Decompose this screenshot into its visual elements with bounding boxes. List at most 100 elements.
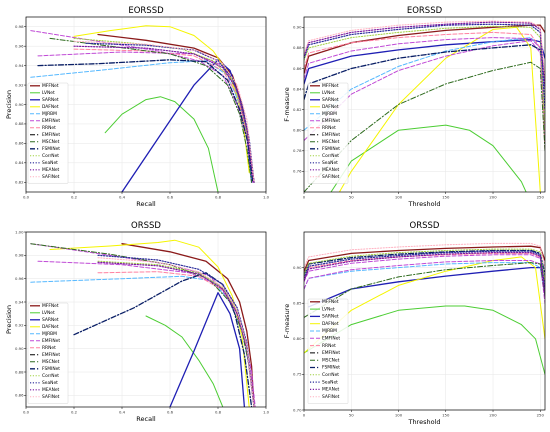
series-line-dafnet-3 xyxy=(338,26,541,192)
series-line-emfinet-7 xyxy=(304,254,545,290)
y-tick-label: 0.82 xyxy=(293,107,302,112)
series-line-emfinet-5 xyxy=(37,260,256,407)
x-tick-label: 0.2 xyxy=(71,410,78,415)
chart-panel-2: 0 50 100 150 200 250 0.76 0.78 0.80 0.82 0.84 0.86 0… xyxy=(283,6,546,208)
legend-label: EMFINet xyxy=(42,132,60,138)
y-axis-label: F-measure xyxy=(283,87,291,121)
legend-box xyxy=(27,82,69,184)
legend-label: FSMINet xyxy=(322,146,340,152)
legend-label: RRNet xyxy=(322,125,336,131)
legend-label: SeaNet xyxy=(322,160,338,166)
series-line-fsminet-9 xyxy=(304,44,545,101)
x-tick-label: 50 xyxy=(349,413,354,418)
x-tick-label: 0.0 xyxy=(23,195,30,200)
legend: MFFNetLVNetSARNetDAFNetMJRBMEMFINetRRNet… xyxy=(307,82,349,184)
series-line-mffnet-0 xyxy=(121,243,255,407)
series-line-mffnet-0 xyxy=(304,245,545,272)
series-line-sarnet-2 xyxy=(308,266,545,308)
legend-label: MSCNet xyxy=(42,139,60,145)
series-line-mscnet-8 xyxy=(49,37,253,183)
series-line-mscnet-8 xyxy=(304,262,545,318)
x-tick-label: 0.6 xyxy=(167,410,174,415)
axes-frame xyxy=(25,16,267,193)
x-tick-label: 250 xyxy=(537,413,545,418)
series-line-lvnet-1 xyxy=(104,96,219,192)
series-line-meanet-12 xyxy=(304,21,545,90)
y-tick-label: 0.88 xyxy=(15,121,24,126)
y-tick-label: 0.86 xyxy=(15,393,24,398)
series-group xyxy=(304,20,545,192)
chart-panel-3: 0.0 0.2 0.4 0.6 0.8 1.0 0.86 0.88 0.90 0.92 0.94 0.… xyxy=(5,221,270,423)
legend-label: FSMINet xyxy=(42,366,60,372)
x-tick-label: 0.4 xyxy=(119,410,126,415)
x-tick-label: 150 xyxy=(442,195,450,200)
x-tick-label: 50 xyxy=(349,195,354,200)
y-tick-label: 0.85 xyxy=(293,301,302,306)
legend-label: MFFNet xyxy=(42,83,59,89)
series-line-corrnet-10 xyxy=(304,248,545,283)
legend-label: LVNet xyxy=(322,306,335,312)
x-axis-label: Threshold xyxy=(407,200,440,208)
y-axis-label: F-measure xyxy=(283,304,291,338)
legend-label: DAFNet xyxy=(42,324,59,330)
legend-label: DAFNet xyxy=(322,321,339,327)
x-tick-label: 1.0 xyxy=(263,195,270,200)
series-line-fsminet-9 xyxy=(37,59,254,183)
legend-label: EMFINet xyxy=(42,338,60,344)
x-tick-label: 0.4 xyxy=(119,195,126,200)
x-axis-label: Threshold xyxy=(407,418,440,426)
legend-label: SARNet xyxy=(42,317,59,323)
legend-label: EMFINet xyxy=(322,132,340,138)
x-tick-label: 200 xyxy=(489,413,497,418)
legend-label: LVNet xyxy=(322,90,335,96)
legend-label: CorrNet xyxy=(42,153,59,159)
x-tick-label: 150 xyxy=(442,413,450,418)
x-tick-label: 0.8 xyxy=(215,410,222,415)
legend-label: MEANet xyxy=(42,167,60,173)
series-line-emfinet-7 xyxy=(304,37,545,131)
y-tick-label: 0.90 xyxy=(293,265,302,270)
y-tick-label: 0.90 xyxy=(15,102,24,107)
y-tick-label: 0.86 xyxy=(15,141,24,146)
series-line-safinet-13 xyxy=(304,20,545,80)
legend-label: FSMINet xyxy=(322,365,340,371)
series-line-rrnet-6 xyxy=(304,252,545,283)
y-tick-label: 0.88 xyxy=(15,369,24,374)
legend: MFFNetLVNetSARNetDAFNetMJRBMEMFINetRRNet… xyxy=(27,302,69,404)
y-tick-label: 0.82 xyxy=(15,180,24,185)
legend-label: EMFINet xyxy=(322,118,340,124)
x-tick-label: 0.6 xyxy=(167,195,174,200)
legend-label: MSCNet xyxy=(322,357,340,363)
x-tick-label: 0.0 xyxy=(23,410,30,415)
x-tick-label: 0.2 xyxy=(71,195,78,200)
y-tick-label: 0.96 xyxy=(15,276,24,281)
y-tick-label: 1.00 xyxy=(15,229,24,234)
legend-label: SARNet xyxy=(322,314,339,320)
series-line-fsminet-9 xyxy=(304,249,545,276)
legend-label: MFFNet xyxy=(42,303,59,309)
y-tick-label: 0.80 xyxy=(293,128,302,133)
series-line-meanet-12 xyxy=(304,252,545,297)
legend-label: MJRBM xyxy=(322,111,337,117)
legend-label: MEANet xyxy=(42,387,60,393)
legend-label: MJRBM xyxy=(42,111,57,117)
legend-label: RRNet xyxy=(42,345,56,351)
series-line-emfinet-5 xyxy=(304,40,545,141)
axes-frame xyxy=(303,231,546,411)
legend-label: EMFINet xyxy=(322,350,340,356)
y-tick-label: 0.75 xyxy=(293,372,302,377)
series-group xyxy=(30,25,255,192)
y-tick-label: 0.94 xyxy=(15,63,24,68)
legend-label: MSCNet xyxy=(322,139,340,145)
legend-label: SAFINet xyxy=(322,174,340,180)
panel-title: ORSSD xyxy=(410,221,440,231)
x-axis-label: Recall xyxy=(136,415,156,423)
x-tick-label: 100 xyxy=(395,195,403,200)
x-tick-label: 0 xyxy=(303,413,306,418)
series-line-safinet-13 xyxy=(304,242,545,269)
x-tick-label: 1.0 xyxy=(263,410,270,415)
y-tick-label: 0.98 xyxy=(15,253,24,258)
legend-label: SARNet xyxy=(42,97,59,103)
y-tick-label: 0.96 xyxy=(15,43,24,48)
